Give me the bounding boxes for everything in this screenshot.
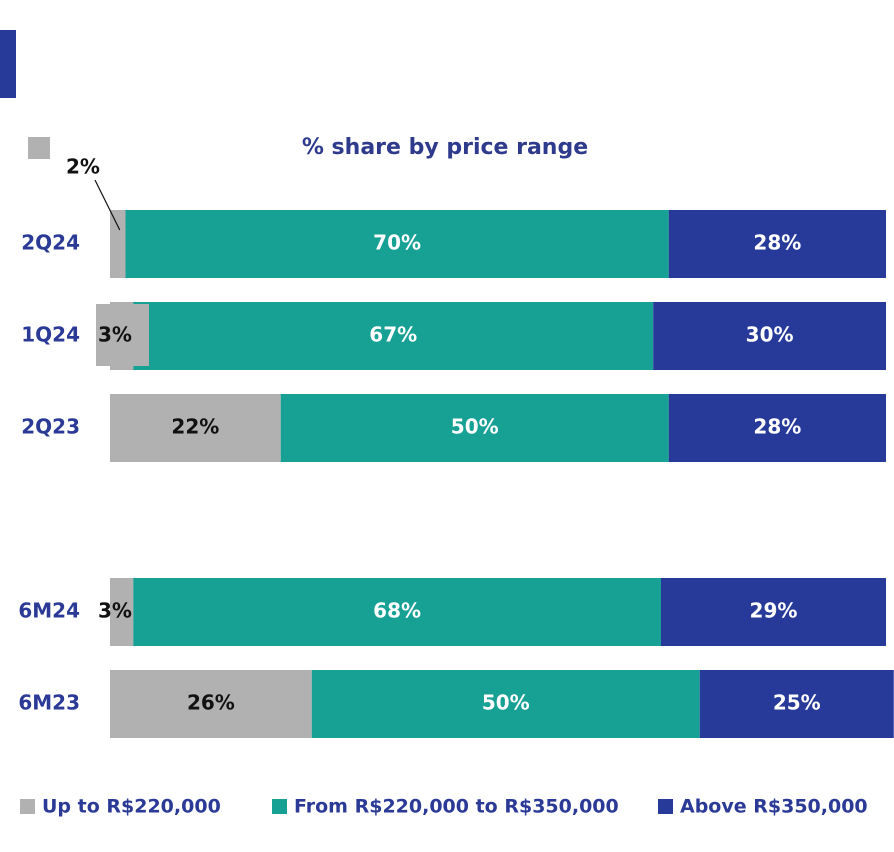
bar-segment — [110, 394, 281, 462]
data-label: 25% — [773, 691, 821, 715]
data-label: 67% — [369, 323, 417, 347]
data-label: 50% — [451, 415, 499, 439]
legend-swatch — [20, 799, 35, 814]
y-tick-label: 2Q23 — [21, 415, 80, 439]
data-label: 68% — [373, 599, 421, 623]
bar-segment — [668, 394, 886, 462]
legend-label: Above R$350,000 — [680, 796, 868, 818]
legend-swatch — [658, 799, 673, 814]
y-tick-label: 6M24 — [18, 599, 80, 623]
header-accent — [0, 30, 16, 98]
bar-segment — [699, 670, 894, 738]
bar-segment — [125, 210, 669, 278]
y-tick-label: 2Q24 — [21, 231, 80, 255]
bar-segment — [133, 302, 654, 370]
data-label: 2% — [66, 155, 100, 179]
bar-segment — [110, 670, 312, 738]
data-label: 3% — [98, 599, 132, 623]
data-label: 29% — [750, 599, 798, 623]
data-label: 30% — [746, 323, 794, 347]
bar-segment — [133, 578, 661, 646]
bar-segment — [311, 670, 700, 738]
y-tick-label: 1Q24 — [21, 323, 80, 347]
bar-segment — [110, 578, 134, 646]
legend-swatch — [272, 799, 287, 814]
label-background — [96, 304, 149, 366]
data-label: 22% — [171, 415, 219, 439]
data-label: 50% — [482, 691, 530, 715]
bar-segment — [653, 302, 886, 370]
data-label: 28% — [753, 231, 801, 255]
data-label: 3% — [98, 323, 132, 347]
chart-title: % share by price range — [302, 135, 588, 160]
y-tick-label: 6M23 — [18, 691, 80, 715]
leader-line — [94, 179, 121, 231]
bar-segment — [668, 210, 886, 278]
data-label: 26% — [187, 691, 235, 715]
bar-segment — [110, 210, 126, 278]
bar-segment — [660, 578, 886, 646]
bar-segment — [280, 394, 669, 462]
legend-label: From R$220,000 to R$350,000 — [294, 796, 619, 818]
data-label: 28% — [753, 415, 801, 439]
legend-swatch-callout — [28, 137, 50, 159]
data-label: 70% — [373, 231, 421, 255]
legend-label: Up to R$220,000 — [42, 796, 221, 818]
